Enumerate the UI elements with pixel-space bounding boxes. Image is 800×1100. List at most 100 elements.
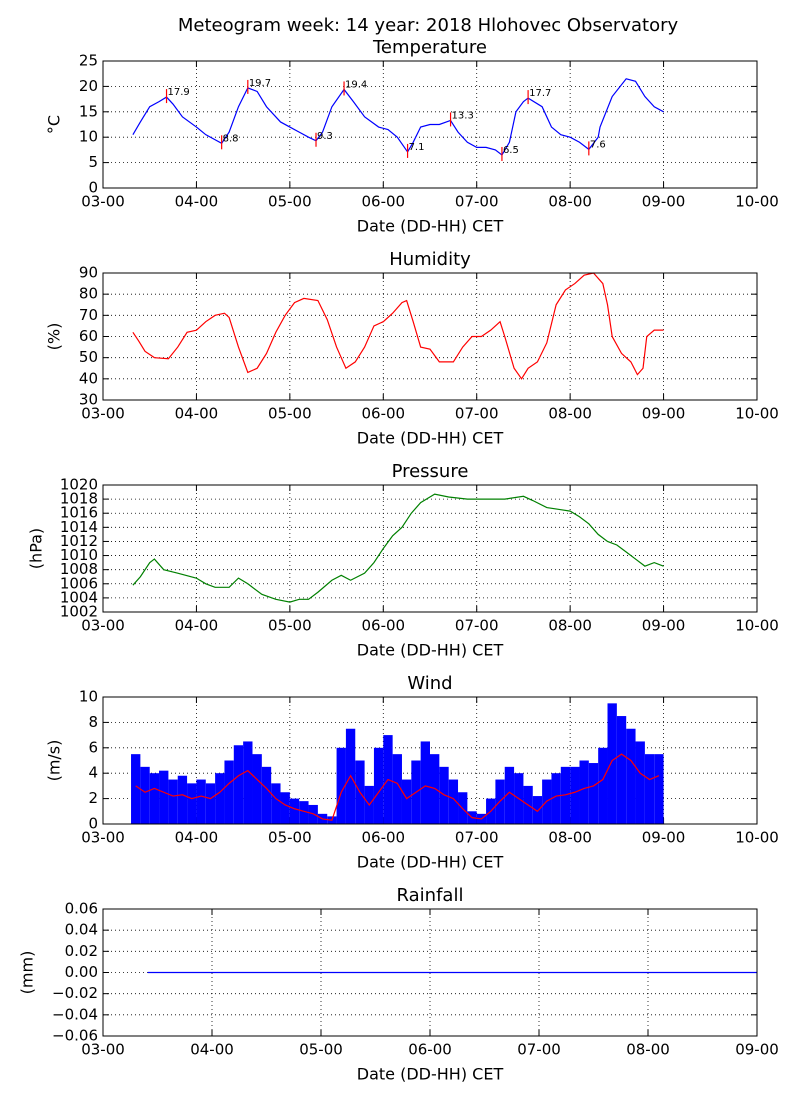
bar [168,779,178,824]
x-axis-label: Date (DD-HH) CET [357,641,504,660]
extremum-label: 8.8 [223,133,239,144]
bar [616,716,627,824]
y-tick-label: 25 [79,52,98,70]
y-tick-label: −0.04 [52,1005,98,1023]
y-tick-label: 0.00 [65,963,98,981]
bar [401,779,412,824]
panel-title: Humidity [389,249,471,270]
y-tick-label: 1008 [60,560,98,578]
data-line [135,753,660,821]
extremum-label: 17.7 [529,88,551,99]
extremum-label: 9.3 [317,131,333,142]
x-tick-label: 04-00 [175,617,219,635]
bar [635,741,645,824]
extremum-label: 19.7 [249,78,271,89]
bar [271,783,281,824]
y-tick-label: 0.02 [65,942,98,960]
extremum-label: 7.1 [409,142,425,153]
x-tick-label: 09-00 [642,617,686,635]
x-tick-label: 04-00 [190,1041,234,1059]
bar [579,760,589,824]
extremum-label: 19.4 [345,79,367,90]
x-tick-label: 09-00 [642,405,686,423]
bar [570,766,580,824]
bar [373,747,384,824]
x-tick-label: 03-00 [81,829,125,847]
extremum-label: 13.3 [452,110,474,121]
bar [280,792,290,824]
x-tick-label: 08-00 [548,617,592,635]
y-tick-label: 1014 [60,518,98,536]
bar [551,773,561,824]
panel: Pressure Date (DD-HH) CET (hPa) 03-00 04-00 0… [27,461,779,660]
x-tick-label: 05-00 [268,193,312,211]
y-tick-label: 1006 [60,574,98,592]
bar [336,747,346,824]
bar [644,754,655,824]
y-tick-label: 1002 [60,603,98,621]
bar [289,798,300,824]
y-tick-label: 60 [79,327,98,345]
plot-frame [102,696,758,825]
y-tick-label: 0.06 [65,900,98,918]
y-tick-label: 80 [79,285,98,303]
y-tick-label: 4 [88,764,98,782]
y-tick-label: 0 [88,179,98,197]
bar [187,783,197,824]
x-tick-label: 05-00 [299,1041,343,1059]
y-tick-label: 50 [79,348,98,366]
bar [149,773,160,824]
x-tick-label: 04-00 [175,193,219,211]
bar [560,766,571,824]
extremum-label: 7.6 [590,139,606,150]
plot-frame [102,272,758,401]
y-tick-label: 5 [88,153,98,171]
y-tick-label: 70 [79,306,98,324]
x-tick-label: 03-00 [81,617,125,635]
x-tick-label: 07-00 [455,405,499,423]
x-tick-label: 08-00 [626,1041,670,1059]
bar [196,779,206,824]
x-tick-label: 04-00 [175,829,219,847]
bar [252,754,262,824]
panel: Humidity Date (DD-HH) CET (%) 03-00 04-00 05-… [45,249,779,448]
bar [392,754,402,824]
bar [532,796,543,824]
panel-title: Wind [407,673,452,694]
y-tick-label: 0.04 [65,921,98,939]
panel-title: Temperature [372,37,487,58]
panel-title: Rainfall [397,885,464,906]
bar [299,801,309,824]
x-tick-label: 06-00 [361,617,405,635]
x-tick-label: 10-00 [735,617,779,635]
y-axis-label: (hPa) [27,528,46,569]
bar [626,728,636,824]
x-tick-label: 10-00 [735,193,779,211]
x-tick-label: 06-00 [361,829,405,847]
y-tick-label: 90 [79,264,98,282]
panel: Wind Date (DD-HH) CET (m/s) 03-00 04-00 05-00… [45,673,779,872]
bar [159,770,169,824]
y-tick-label: 30 [79,391,98,409]
bar [215,773,225,824]
x-tick-label: 06-00 [361,193,405,211]
x-tick-label: 08-00 [548,405,592,423]
bar [261,766,272,824]
x-tick-label: 08-00 [548,193,592,211]
y-axis-label: (m/s) [45,740,64,782]
bar [243,741,253,824]
x-axis-label: Date (DD-HH) CET [357,1065,504,1084]
x-tick-label: 05-00 [268,829,312,847]
x-tick-label: 06-00 [361,405,405,423]
y-tick-label: 40 [79,369,98,387]
bar [588,763,599,824]
x-tick-label: 03-00 [81,193,125,211]
bar [140,766,150,824]
x-tick-label: 05-00 [268,405,312,423]
bar [205,783,216,824]
x-tick-label: 10-00 [735,405,779,423]
y-tick-label: 6 [88,738,98,756]
y-tick-label: 2 [88,789,98,807]
y-axis-label: (mm) [18,951,37,995]
